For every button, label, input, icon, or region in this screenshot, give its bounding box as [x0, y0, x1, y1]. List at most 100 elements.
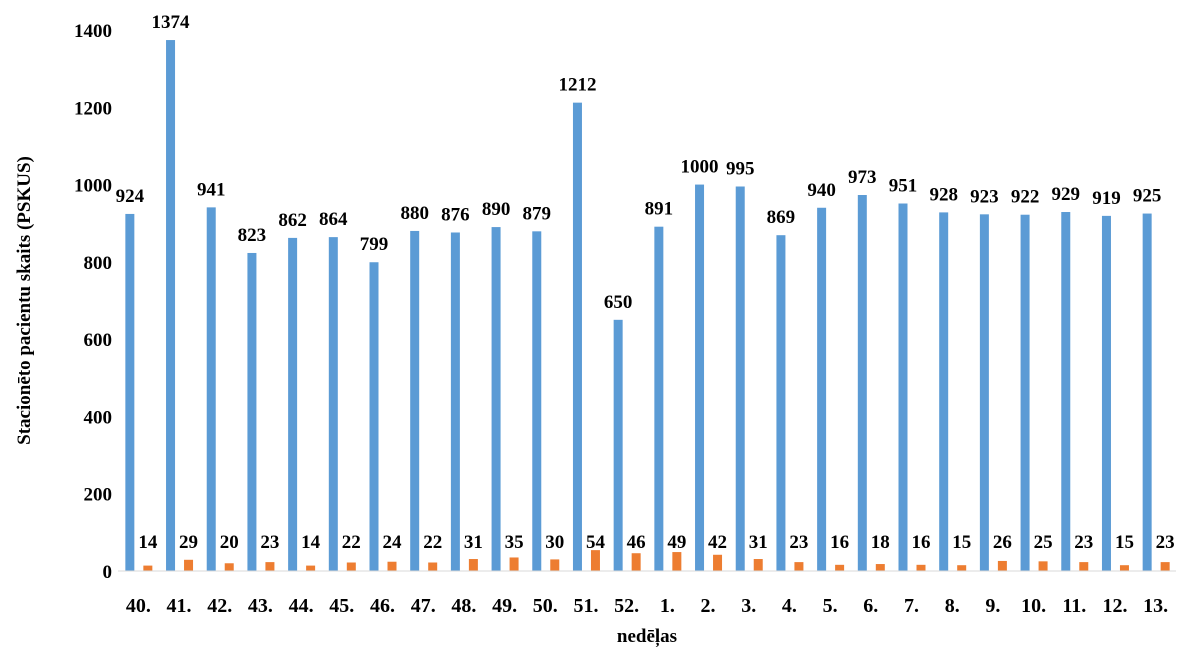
- x-tick-label: 42.: [207, 595, 232, 617]
- data-label-series-2: 42: [708, 532, 727, 553]
- bar-series-1: [1020, 214, 1030, 571]
- y-tick-label: 1400: [74, 21, 112, 42]
- x-tick-label: 11.: [1062, 595, 1086, 617]
- bar-series-2: [957, 565, 967, 571]
- bar-series-2: [143, 565, 153, 571]
- bar-series-1: [491, 227, 501, 572]
- data-label-series-2: 49: [667, 532, 686, 553]
- x-tick-label: 4.: [782, 595, 797, 617]
- data-label-series-1: 951: [889, 176, 918, 197]
- data-label-series-2: 26: [993, 532, 1012, 553]
- x-tick-label: 41.: [167, 595, 192, 617]
- data-label-series-1: 862: [278, 210, 307, 231]
- data-label-series-1: 864: [319, 209, 348, 230]
- data-label-series-1: 928: [929, 184, 958, 205]
- data-label-series-2: 23: [1156, 532, 1175, 553]
- bar-series-1: [1142, 213, 1152, 571]
- bar-series-2: [753, 559, 763, 571]
- bar-series-1: [288, 237, 298, 572]
- data-label-series-1: 922: [1011, 187, 1040, 208]
- bar-series-1: [532, 231, 542, 571]
- data-label-series-2: 30: [545, 532, 564, 553]
- data-label-series-2: 31: [464, 532, 483, 553]
- bar-series-2: [590, 550, 600, 571]
- data-label-series-1: 919: [1092, 188, 1121, 209]
- data-label-series-2: 23: [789, 532, 808, 553]
- bar-series-2: [346, 562, 356, 571]
- bar-series-1: [939, 212, 949, 571]
- data-label-series-1: 1000: [681, 157, 719, 178]
- data-label-series-1: 650: [604, 292, 633, 313]
- data-label-series-2: 14: [138, 532, 158, 553]
- bar-series-2: [265, 562, 275, 571]
- bar-series-2: [631, 553, 641, 571]
- x-tick-label: 40.: [126, 595, 151, 617]
- x-tick-label: 44.: [289, 595, 314, 617]
- bar-series-2: [672, 552, 682, 571]
- x-tick-label: 1.: [660, 595, 675, 617]
- x-tick-label: 13.: [1143, 595, 1168, 617]
- bar-series-1: [776, 235, 786, 571]
- data-label-series-1: 799: [360, 234, 389, 255]
- data-label-series-2: 22: [423, 532, 442, 553]
- y-tick-label: 200: [84, 485, 113, 506]
- bar-series-1: [247, 252, 257, 571]
- bar-series-1: [695, 184, 705, 572]
- bar-series-1: [817, 207, 827, 571]
- data-label-series-1: 940: [807, 180, 836, 201]
- bar-series-2: [509, 557, 519, 571]
- bar-series-2: [1079, 562, 1089, 571]
- data-label-series-2: 25: [1034, 532, 1053, 553]
- bar-series-2: [1119, 565, 1129, 571]
- x-tick-label: 52.: [614, 595, 639, 617]
- data-label-series-1: 891: [645, 199, 674, 220]
- data-label-series-1: 876: [441, 204, 470, 225]
- data-label-series-2: 15: [1115, 532, 1134, 553]
- bar-series-2: [916, 564, 926, 571]
- data-label-series-1: 925: [1133, 186, 1162, 207]
- data-label-series-2: 22: [342, 532, 361, 553]
- data-label-series-2: 16: [912, 532, 931, 553]
- bar-series-2: [428, 562, 438, 571]
- bar-series-2: [387, 561, 397, 571]
- bar-series-2: [794, 562, 804, 571]
- data-label-series-2: 24: [383, 532, 403, 553]
- bar-series-1: [572, 102, 582, 572]
- y-tick-label: 400: [84, 407, 113, 428]
- x-tick-label: 48.: [451, 595, 476, 617]
- bar-series-2: [1038, 561, 1048, 571]
- x-tick-label: 6.: [863, 595, 878, 617]
- data-label-series-2: 16: [830, 532, 849, 553]
- y-tick-label: 1000: [74, 176, 112, 197]
- plot-area: 924 14 1374 29 941 20 823 23 862 14 864 22 799 24 880 2…: [116, 12, 1175, 572]
- data-label-series-1: 929: [1052, 184, 1081, 205]
- bar-series-2: [875, 564, 885, 571]
- x-tick-label: 10.: [1021, 595, 1046, 617]
- data-label-series-1: 924: [116, 186, 145, 207]
- data-label-series-1: 890: [482, 199, 511, 220]
- bar-series-1: [979, 214, 989, 572]
- bar-series-2: [1160, 562, 1170, 571]
- y-tick-label: 1200: [74, 98, 112, 119]
- x-tick-label: 47.: [411, 595, 436, 617]
- data-label-series-1: 995: [726, 159, 755, 180]
- data-label-series-2: 23: [260, 532, 279, 553]
- bar-series-1: [166, 40, 176, 572]
- bar-series-2: [997, 560, 1007, 571]
- x-tick-label: 45.: [329, 595, 354, 617]
- data-label-series-1: 880: [400, 203, 429, 224]
- bar-series-2: [306, 565, 316, 571]
- x-axis-categories: 40. 41. 42. 43. 44. 45. 46. 47. 48. 49. 50. 51. 52. 1…: [126, 595, 1168, 617]
- bar-series-1: [206, 207, 216, 571]
- data-label-series-2: 46: [627, 532, 646, 553]
- data-label-series-1: 1374: [152, 12, 191, 33]
- x-tick-label: 9.: [985, 595, 1000, 617]
- bar-series-1: [125, 213, 135, 571]
- x-tick-label: 3.: [741, 595, 756, 617]
- x-tick-label: 8.: [945, 595, 960, 617]
- y-tick-label: 0: [103, 562, 113, 583]
- data-label-series-2: 35: [505, 532, 524, 553]
- data-label-series-2: 20: [220, 532, 239, 553]
- x-tick-label: 49.: [492, 595, 517, 617]
